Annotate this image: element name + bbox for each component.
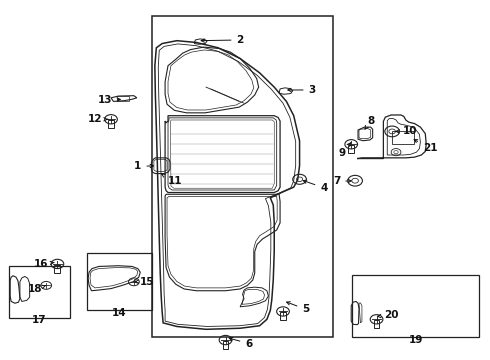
Bar: [117, 96, 129, 101]
Bar: [152, 16, 333, 337]
Text: 16: 16: [34, 259, 54, 269]
Text: 6: 6: [229, 337, 252, 348]
Text: 12: 12: [88, 114, 108, 124]
Text: 4: 4: [303, 180, 328, 193]
Text: 5: 5: [287, 302, 310, 314]
Bar: [87, 253, 152, 310]
Bar: [392, 131, 414, 144]
Text: 19: 19: [408, 335, 423, 345]
Text: 3: 3: [288, 85, 316, 95]
Text: 8: 8: [365, 116, 374, 129]
Text: 2: 2: [201, 35, 244, 45]
Text: 18: 18: [28, 284, 46, 294]
Text: 13: 13: [98, 95, 121, 105]
Bar: [348, 145, 354, 153]
Text: 1: 1: [134, 161, 153, 171]
Text: 21: 21: [414, 140, 438, 153]
Text: 20: 20: [378, 310, 398, 320]
Bar: [54, 265, 60, 273]
Text: 15: 15: [135, 277, 154, 287]
Text: 9: 9: [339, 143, 351, 158]
Bar: [352, 275, 479, 337]
Text: 14: 14: [112, 308, 126, 318]
Bar: [280, 312, 286, 320]
Bar: [9, 266, 70, 318]
Text: 11: 11: [162, 174, 182, 186]
Text: 10: 10: [396, 126, 417, 136]
Text: 7: 7: [333, 176, 351, 186]
Text: 17: 17: [31, 315, 46, 325]
Bar: [222, 341, 228, 348]
Bar: [374, 320, 379, 328]
Bar: [108, 120, 114, 128]
